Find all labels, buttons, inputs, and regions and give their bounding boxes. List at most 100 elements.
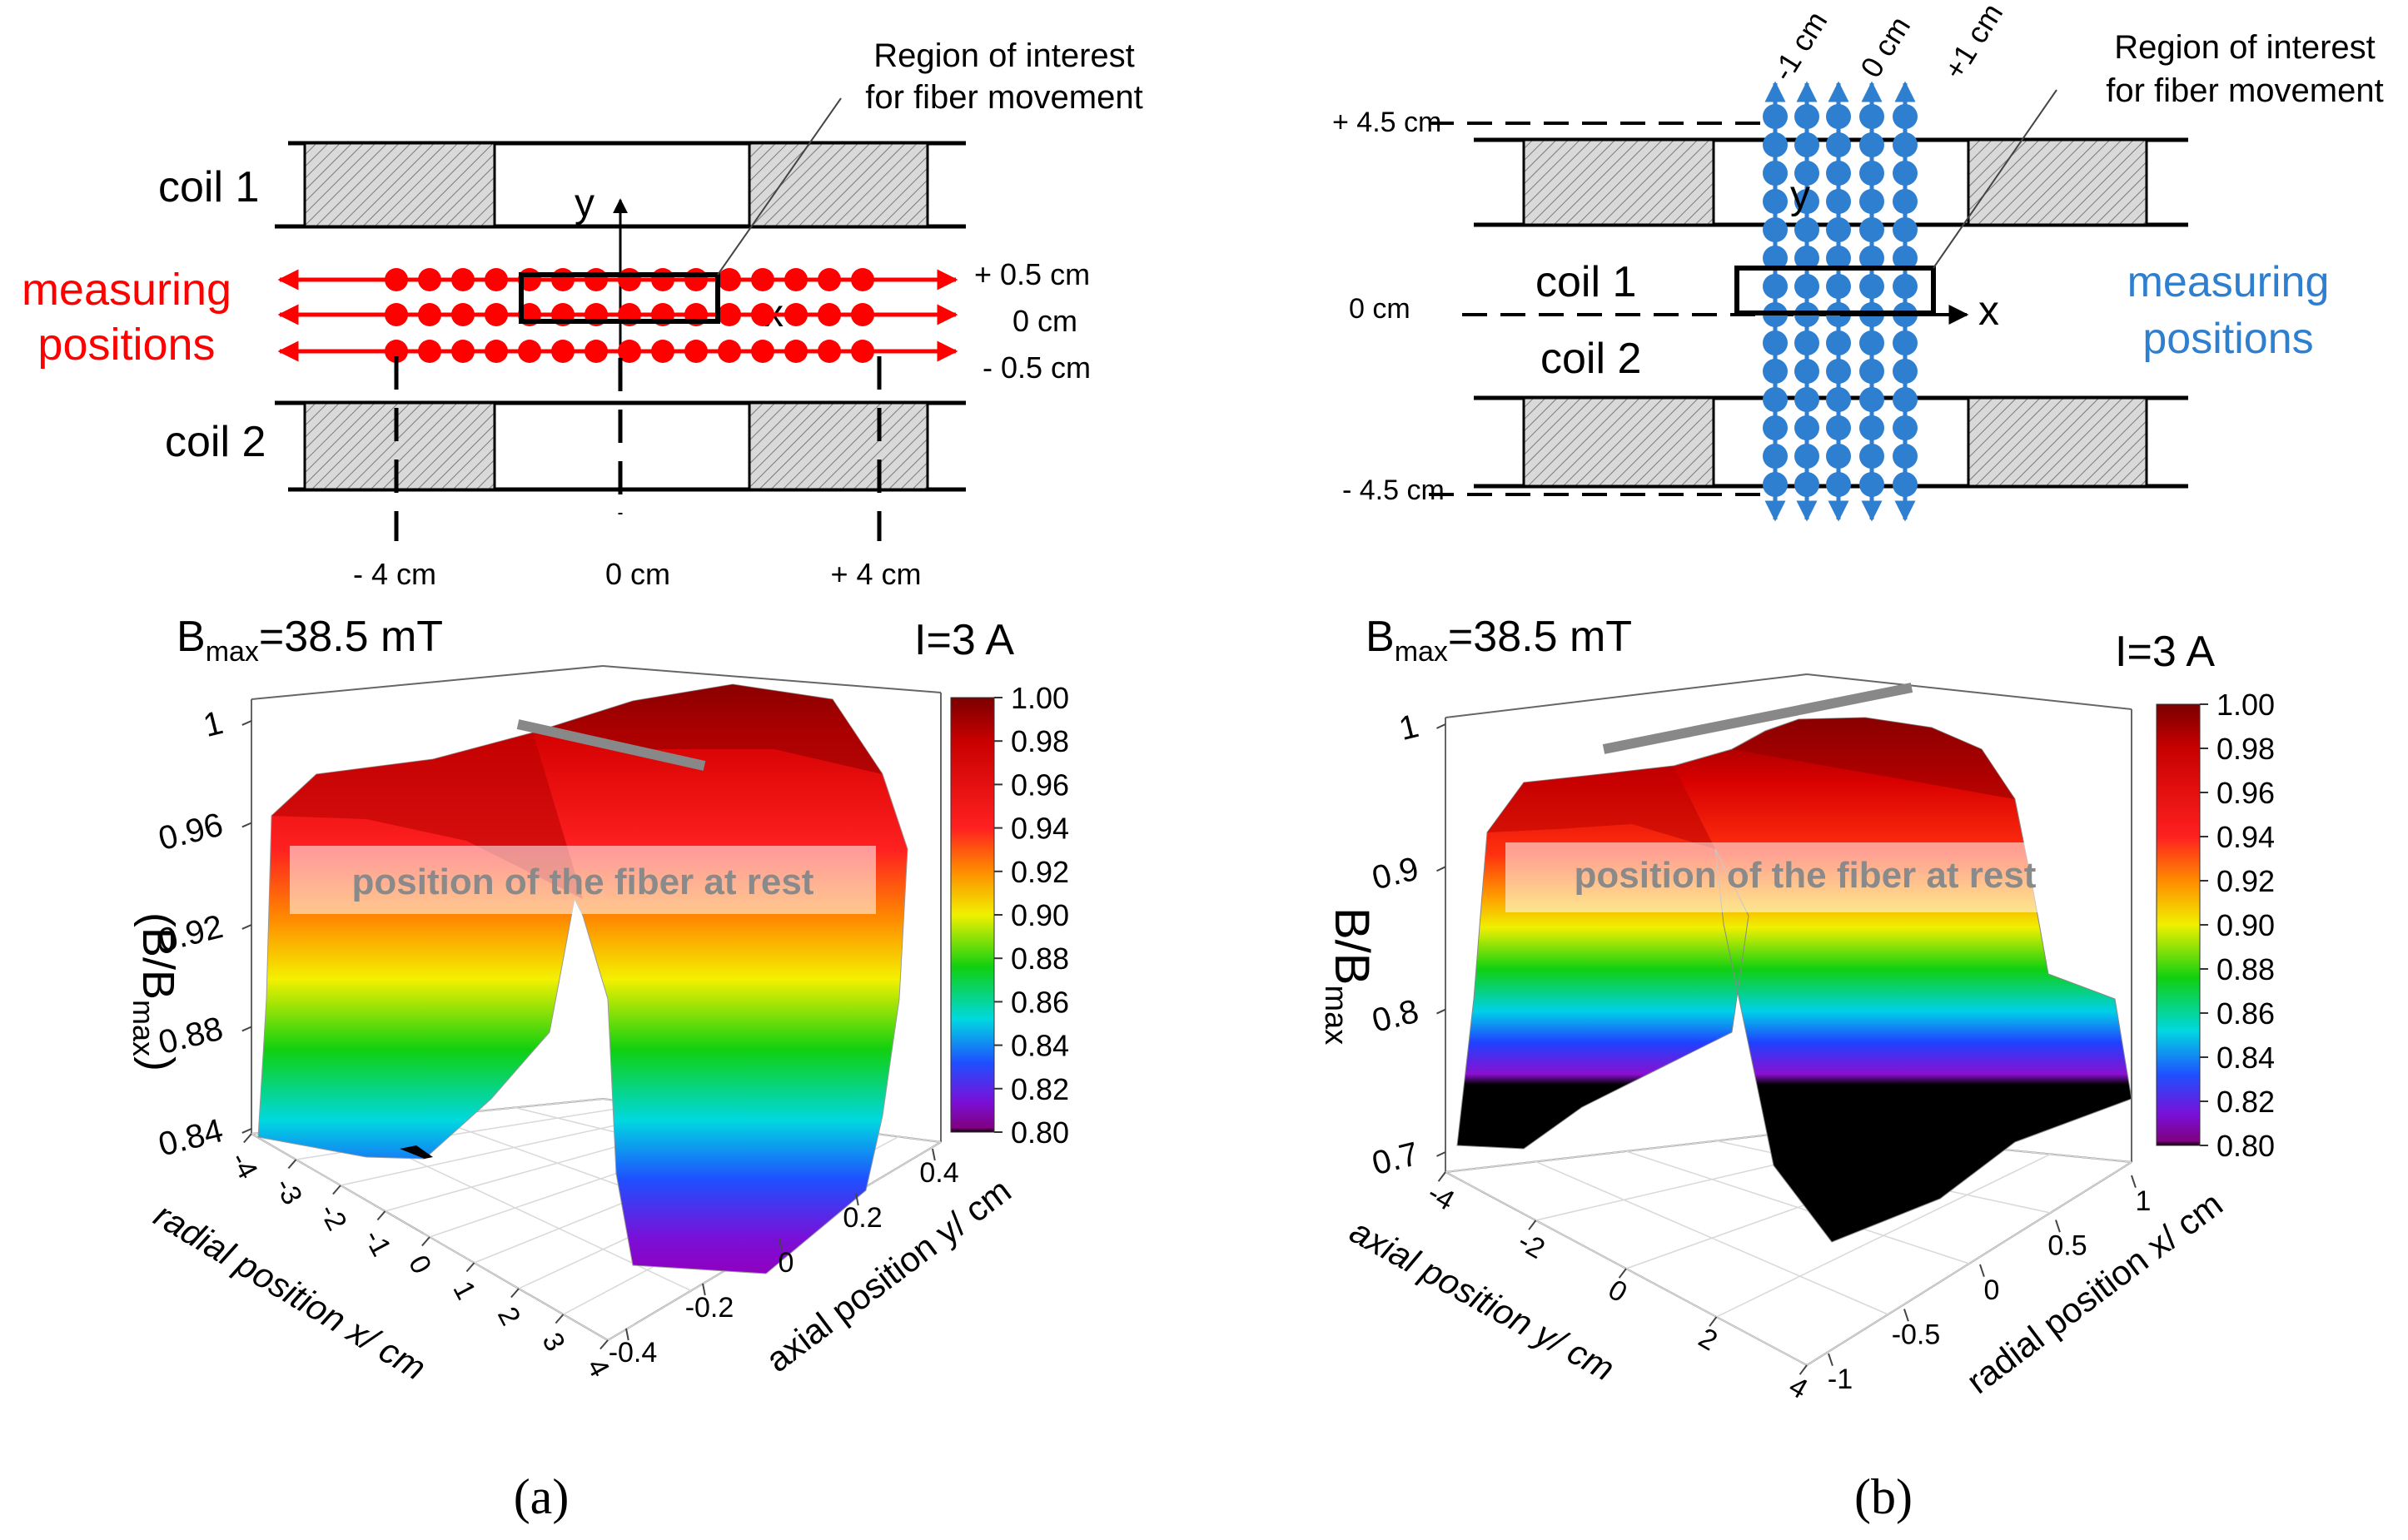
measurement-point — [684, 340, 708, 363]
measurement-point — [1826, 387, 1851, 412]
b-measuring-label-line1: measuring — [2127, 258, 2330, 306]
chart-a-rest-line — [516, 719, 706, 771]
chart-b-z-tick-mark — [1436, 866, 1446, 872]
chart-b-y-tick-mark — [1979, 1264, 1985, 1278]
measurement-point — [585, 268, 608, 291]
measurement-point — [1763, 217, 1788, 242]
measuring-label-line1: measuring — [22, 265, 231, 315]
measurement-point — [1763, 330, 1788, 355]
chart-a-x-tick-label: 2 — [491, 1302, 526, 1331]
chart-b-x-tick-mark — [1799, 1364, 1808, 1375]
roi-box — [519, 272, 720, 324]
chart-b-title-b: B — [1366, 613, 1395, 661]
chart-a-x-tick-mark — [287, 1159, 297, 1170]
chart-b-colorbar-label: 0.98 — [2216, 732, 2275, 766]
chart-b-y-tick-mark — [2131, 1175, 2137, 1189]
measurement-point — [1794, 104, 1819, 129]
b-col-label-zero: 0 cm — [1853, 10, 1917, 83]
measurement-point — [1859, 330, 1884, 355]
chart-b-zlabel-sub: max — [1318, 986, 1353, 1046]
measurement-point — [784, 303, 808, 326]
chart-b-y-tick-label: 1 — [2136, 1185, 2152, 1217]
measurement-point — [1859, 359, 1884, 384]
caption-a: (a) — [514, 1469, 570, 1524]
chart-a-z-tick-label: 1 — [200, 704, 226, 744]
chart-b-z-ticks: 0.7 0.8 0.9 1 — [1369, 708, 1446, 1182]
chart-a-z-tick-mark — [241, 1026, 252, 1032]
chart-a-y-tick-mark — [625, 1328, 629, 1341]
measurement-point — [518, 340, 541, 363]
chart-b-colorbar-label: 1.00 — [2216, 688, 2275, 722]
chart-b-xlabel: axial position y/ cm — [1344, 1211, 1621, 1388]
chart-b-x-tick-label: 0 — [1603, 1274, 1632, 1309]
chart-b-ylabel: radial position x/ cm — [1959, 1184, 2230, 1401]
chart-b-colorbar-label: 0.86 — [2216, 996, 2275, 1031]
chart-a-surface-shadow — [400, 1145, 433, 1159]
measurement-point — [1826, 246, 1851, 271]
measurement-point — [651, 268, 674, 291]
chart-b-annotation-box — [1505, 842, 2080, 912]
row-label-zero: 0 cm — [1012, 304, 1077, 338]
measurement-point — [1794, 472, 1819, 497]
chart-a-y-tick-mark — [932, 1148, 936, 1161]
chart-a-title-sub: max — [206, 636, 259, 668]
chart-a-colorbar-label: 0.94 — [1011, 812, 1069, 846]
measurement-point — [385, 268, 408, 291]
measurement-point — [485, 303, 508, 326]
measurement-point — [1859, 104, 1884, 129]
measuring-label-line2: positions — [37, 320, 215, 370]
caption-b: (b) — [1854, 1469, 1913, 1524]
measurement-point — [1893, 387, 1918, 412]
measurement-point — [1826, 104, 1851, 129]
measurement-point — [451, 340, 475, 363]
chart-a-colorbar-label: 0.90 — [1011, 898, 1069, 932]
measurement-point — [1794, 359, 1819, 384]
y-axis-label: y — [575, 181, 595, 226]
measurement-point — [1794, 387, 1819, 412]
measurement-point — [1763, 161, 1788, 186]
measurement-point — [1763, 415, 1788, 440]
measurement-point — [485, 268, 508, 291]
chart-a-y-tick-label: -0.4 — [609, 1337, 658, 1369]
panel-a-diagram: coil 1 coil 2 y x Region of interest for… — [22, 37, 1143, 591]
measurement-point — [551, 340, 575, 363]
chart-a-x-tick-label: 0 — [402, 1250, 437, 1279]
chart-a-y-tick-label: 0.2 — [843, 1202, 882, 1234]
chart-a-y-tick-label: 0.4 — [919, 1157, 958, 1189]
measurement-point — [1893, 359, 1918, 384]
chart-b: Bmax=38.5 mT I=3 A position of the fiber… — [1318, 613, 2275, 1524]
chart-a-colorbar-label: 1.00 — [1011, 681, 1069, 715]
measurement-point — [1763, 104, 1788, 129]
chart-b-colorbar-ticks: 1.00 0.98 0.96 0.94 0.92 0.90 0.88 0.86 0.84 0.82… — [2200, 688, 2275, 1163]
measurement-point — [818, 303, 841, 326]
chart-b-y-tick-label: 0.5 — [2047, 1230, 2087, 1262]
chart-b-title-sub: max — [1395, 636, 1448, 668]
xmark-minus4: - 4 cm — [353, 557, 436, 591]
roi-leader-line — [717, 97, 842, 276]
measurement-point — [1859, 132, 1884, 157]
measurement-point — [1859, 189, 1884, 214]
chart-a-xlabel: radial position x/ cm — [147, 1195, 432, 1387]
measurement-point — [451, 268, 475, 291]
measurement-point — [1763, 246, 1788, 271]
chart-b-x-tick-mark — [1618, 1268, 1627, 1279]
measurement-point — [418, 268, 441, 291]
chart-b-z-tick-mark — [1436, 1008, 1446, 1015]
chart-a-x-tick-label: -2 — [313, 1199, 353, 1236]
chart-a-colorbar-label: 0.86 — [1011, 985, 1069, 1019]
b-y-axis-label: y — [1790, 173, 1810, 217]
chart-a-x-tick-label: 3 — [535, 1328, 570, 1357]
xmark-plus4: + 4 cm — [830, 557, 921, 591]
measurement-point — [1859, 274, 1884, 299]
measurement-point — [818, 268, 841, 291]
measurement-point — [718, 268, 741, 291]
measurement-point — [385, 303, 408, 326]
coil1-label: coil 1 — [158, 163, 259, 211]
measurement-point — [1826, 415, 1851, 440]
chart-a-x-tick-mark — [376, 1210, 386, 1221]
chart-a-colorbar-label: 0.92 — [1011, 855, 1069, 889]
b-roi-leader-line — [1933, 89, 2057, 269]
chart-b-zlabel-main: B/B — [1325, 907, 1379, 986]
